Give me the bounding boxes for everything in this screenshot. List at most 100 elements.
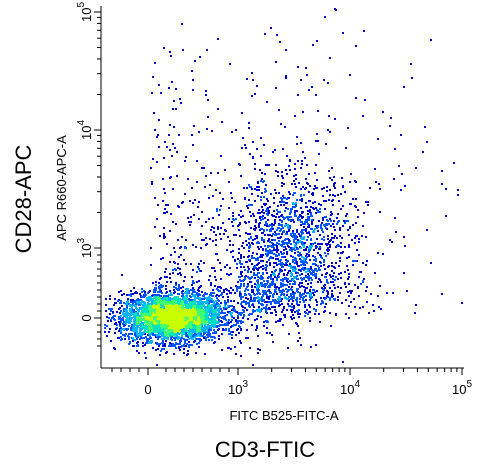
scatter-point (317, 230, 319, 232)
scatter-point (269, 284, 271, 286)
scatter-point (280, 279, 282, 281)
scatter-point (169, 230, 171, 232)
scatter-point (242, 317, 244, 319)
scatter-point (251, 188, 253, 190)
scatter-point (130, 329, 132, 331)
scatter-point (275, 321, 277, 323)
scatter-point (174, 339, 176, 341)
scatter-point (254, 267, 256, 269)
scatter-point (301, 160, 303, 162)
scatter-point (179, 98, 181, 100)
scatter-point (198, 317, 200, 319)
scatter-point (295, 272, 297, 274)
scatter-point (132, 340, 134, 342)
scatter-point (362, 281, 364, 283)
scatter-point (251, 72, 253, 74)
scatter-point (283, 183, 285, 185)
scatter-point (214, 276, 216, 278)
scatter-point (337, 213, 339, 215)
scatter-point (277, 237, 279, 239)
scatter-point (191, 134, 193, 136)
scatter-point (171, 329, 173, 331)
scatter-point (290, 243, 292, 245)
scatter-point (349, 227, 351, 229)
scatter-point (189, 295, 191, 297)
scatter-point (406, 290, 408, 292)
scatter-point (295, 242, 297, 244)
scatter-point (291, 318, 293, 320)
scatter-point (337, 296, 339, 298)
scatter-point (214, 323, 216, 325)
scatter-point (377, 295, 379, 297)
scatter-point (294, 211, 296, 213)
scatter-point (259, 277, 261, 279)
scatter-point (185, 156, 187, 158)
scatter-point (349, 74, 351, 76)
scatter-point (311, 279, 313, 281)
scatter-point (257, 259, 259, 261)
scatter-point (198, 326, 200, 328)
scatter-point (324, 216, 326, 218)
scatter-point (325, 303, 327, 305)
scatter-point (238, 252, 240, 254)
scatter-point (299, 274, 301, 276)
scatter-point (243, 283, 245, 285)
scatter-points (104, 8, 463, 366)
scatter-point (299, 269, 301, 271)
scatter-point (232, 325, 234, 327)
scatter-point (120, 320, 122, 322)
scatter-point (329, 299, 331, 301)
scatter-point (252, 141, 254, 143)
scatter-point (249, 281, 251, 283)
scatter-point (300, 254, 302, 256)
scatter-point (136, 318, 138, 320)
scatter-point (312, 194, 314, 196)
scatter-point (239, 235, 241, 237)
scatter-point (232, 244, 234, 246)
scatter-point (160, 324, 162, 326)
scatter-point (441, 293, 443, 295)
scatter-point (302, 299, 304, 301)
scatter-point (141, 310, 143, 312)
scatter-point (133, 304, 135, 306)
scatter-point (196, 308, 198, 310)
scatter-point (302, 223, 304, 225)
scatter-point (292, 206, 294, 208)
scatter-point (230, 287, 232, 289)
scatter-point (174, 262, 176, 264)
scatter-point (251, 95, 253, 97)
scatter-point (197, 303, 199, 305)
scatter-point (301, 233, 303, 235)
scatter-point (336, 217, 338, 219)
scatter-point (160, 92, 162, 94)
scatter-point (115, 302, 117, 304)
scatter-point (322, 219, 324, 221)
scatter-point (303, 301, 305, 303)
scatter-point (169, 124, 171, 126)
scatter-point (308, 311, 310, 313)
scatter-point (190, 289, 192, 291)
scatter-point (217, 317, 219, 319)
scatter-point (169, 304, 171, 306)
scatter-point (213, 309, 215, 311)
scatter-point (441, 170, 443, 172)
scatter-point (303, 293, 305, 295)
scatter-point (263, 239, 265, 241)
scatter-point (278, 263, 280, 265)
scatter-point (321, 238, 323, 240)
scatter-point (331, 290, 333, 292)
scatter-point (256, 289, 258, 291)
scatter-point (247, 318, 249, 320)
scatter-point (254, 310, 256, 312)
scatter-point (185, 288, 187, 290)
scatter-point (248, 314, 250, 316)
scatter-point (331, 213, 333, 215)
scatter-point (167, 306, 169, 308)
scatter-point (285, 288, 287, 290)
scatter-point (245, 303, 247, 305)
scatter-point (196, 343, 198, 345)
scatter-point (144, 291, 146, 293)
scatter-point (171, 318, 173, 320)
scatter-point (271, 284, 273, 286)
scatter-point (320, 297, 322, 299)
